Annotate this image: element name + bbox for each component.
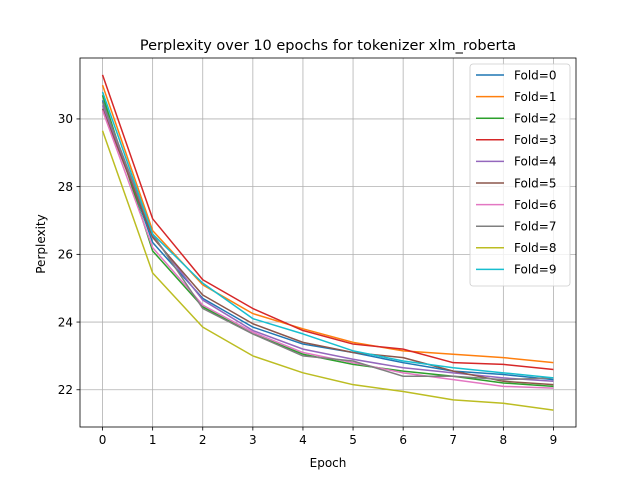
legend-label: Fold=5 — [514, 176, 556, 190]
x-tick-label: 9 — [550, 433, 558, 447]
x-tick-label: 0 — [99, 433, 107, 447]
legend-label: Fold=3 — [514, 133, 556, 147]
y-axis-ticks: 22 24 26 28 30 — [58, 112, 80, 397]
series-line-fold-9 — [101, 91, 554, 379]
x-tick-label: 2 — [199, 433, 207, 447]
series-line-fold-6 — [101, 110, 554, 389]
chart-title: Perplexity over 10 epochs for tokenizer … — [140, 38, 516, 54]
series-line-fold-4 — [101, 105, 554, 383]
y-axis-label: Perplexity — [34, 214, 48, 274]
y-tick-label: 28 — [58, 180, 73, 194]
legend-label: Fold=8 — [514, 241, 556, 255]
series-line-fold-3 — [101, 74, 554, 371]
series-line-fold-5 — [101, 108, 554, 386]
series-line-fold-7 — [101, 101, 554, 381]
legend-label: Fold=0 — [514, 68, 556, 82]
series-line-fold-8 — [101, 130, 554, 411]
y-tick-label: 30 — [58, 112, 73, 126]
series-line-fold-2 — [101, 95, 554, 388]
legend-box — [469, 63, 571, 287]
x-tick-label: 4 — [299, 433, 307, 447]
x-axis-ticks: 0 1 2 3 4 5 6 7 8 9 — [99, 427, 558, 447]
x-tick-label: 1 — [149, 433, 157, 447]
legend-label: Fold=9 — [514, 263, 556, 277]
series-lines — [101, 74, 554, 411]
legend: Fold=0 Fold=1 Fold=2 Fold=3 Fold=4 Fold=5 Fold… — [469, 63, 571, 287]
legend-label: Fold=7 — [514, 220, 556, 234]
y-tick-label: 26 — [58, 248, 73, 262]
legend-label: Fold=1 — [514, 90, 556, 104]
x-tick-label: 5 — [349, 433, 357, 447]
y-tick-label: 22 — [58, 383, 73, 397]
x-axis-label: Epoch — [310, 456, 347, 470]
x-tick-label: 7 — [449, 433, 457, 447]
legend-label: Fold=2 — [514, 112, 556, 126]
legend-label: Fold=4 — [514, 155, 556, 169]
x-tick-label: 8 — [500, 433, 508, 447]
plot-frame — [79, 57, 577, 428]
legend-label: Fold=6 — [514, 198, 556, 212]
x-tick-label: 3 — [249, 433, 257, 447]
y-tick-label: 24 — [58, 315, 73, 329]
x-tick-label: 6 — [399, 433, 407, 447]
